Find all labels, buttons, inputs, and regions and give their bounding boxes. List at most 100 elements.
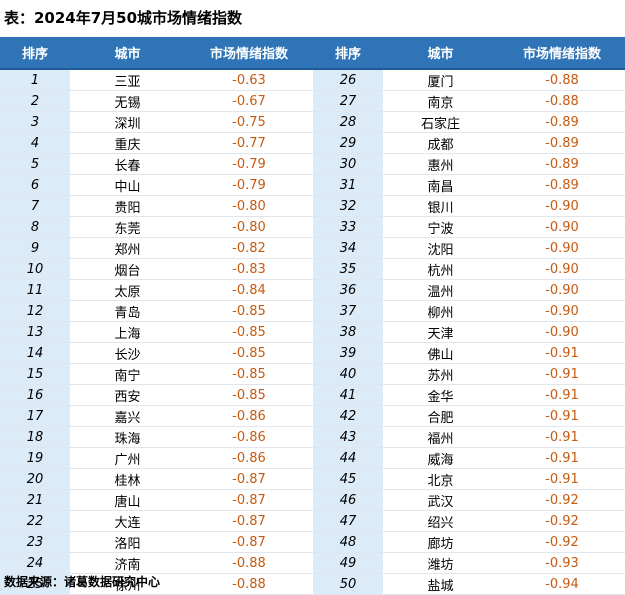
cell-city-right: 南昌 [383,174,498,196]
cell-index-left: -0.75 [185,111,313,133]
cell-rank-right: 44 [313,447,383,469]
cell-index-right: -0.91 [498,342,625,364]
cell-index-right: -0.90 [498,216,625,238]
cell-rank-left: 8 [0,216,70,238]
cell-rank-right: 27 [313,90,383,112]
table-row: 10 烟台 -0.83 35 杭州 -0.90 [0,258,625,280]
cell-city-left: 青岛 [70,300,185,322]
cell-index-right: -0.91 [498,384,625,406]
cell-city-left: 洛阳 [70,531,185,553]
data-source-note: 数据来源：诸葛数据研究中心 [4,575,161,589]
cell-city-left: 长沙 [70,342,185,364]
cell-index-left: -0.82 [185,237,313,259]
cell-index-left: -0.86 [185,426,313,448]
header-index-right: 市场情绪指数 [498,37,625,70]
cell-index-right: -0.88 [498,90,625,112]
cell-rank-left: 4 [0,132,70,154]
cell-city-left: 深圳 [70,111,185,133]
cell-index-left: -0.85 [185,363,313,385]
cell-index-right: -0.92 [498,489,625,511]
cell-index-left: -0.86 [185,405,313,427]
cell-index-right: -0.91 [498,363,625,385]
cell-rank-left: 21 [0,489,70,511]
table-row: 2 无锡 -0.67 27 南京 -0.88 [0,90,625,112]
cell-city-right: 银川 [383,195,498,217]
table-row: 11 太原 -0.84 36 温州 -0.90 [0,279,625,301]
cell-index-left: -0.85 [185,300,313,322]
cell-city-left: 济南 [70,552,185,574]
cell-rank-left: 15 [0,363,70,385]
cell-city-left: 中山 [70,174,185,196]
cell-index-left: -0.85 [185,321,313,343]
header-city-right: 城市 [383,37,498,70]
table-row: 20 桂林 -0.87 45 北京 -0.91 [0,468,625,490]
table-row: 24 济南 -0.88 49 潍坊 -0.93 [0,552,625,574]
cell-rank-left: 7 [0,195,70,217]
table-row: 7 贵阳 -0.80 32 银川 -0.90 [0,195,625,217]
cell-index-left: -0.85 [185,342,313,364]
cell-rank-left: 16 [0,384,70,406]
cell-rank-left: 3 [0,111,70,133]
cell-city-left: 大连 [70,510,185,532]
cell-rank-right: 50 [313,573,383,595]
header-rank-left: 排序 [0,37,70,70]
cell-rank-left: 14 [0,342,70,364]
table-row: 23 洛阳 -0.87 48 廊坊 -0.92 [0,531,625,553]
table-row: 21 唐山 -0.87 46 武汉 -0.92 [0,489,625,511]
cell-rank-right: 45 [313,468,383,490]
cell-index-right: -0.91 [498,468,625,490]
cell-city-right: 天津 [383,321,498,343]
cell-index-left: -0.87 [185,468,313,490]
cell-index-left: -0.84 [185,279,313,301]
cell-rank-left: 23 [0,531,70,553]
cell-index-left: -0.85 [185,384,313,406]
cell-index-left: -0.79 [185,174,313,196]
cell-rank-right: 41 [313,384,383,406]
cell-index-left: -0.87 [185,531,313,553]
cell-city-right: 惠州 [383,153,498,175]
cell-city-right: 厦门 [383,69,498,91]
cell-index-left: -0.83 [185,258,313,280]
cell-city-left: 无锡 [70,90,185,112]
cell-index-left: -0.63 [185,69,313,91]
cell-rank-left: 5 [0,153,70,175]
cell-rank-right: 35 [313,258,383,280]
cell-rank-left: 2 [0,90,70,112]
cell-rank-right: 40 [313,363,383,385]
table-row: 15 南宁 -0.85 40 苏州 -0.91 [0,363,625,385]
table-row: 13 上海 -0.85 38 天津 -0.90 [0,321,625,343]
table-title: 表：2024年7月50城市场情绪指数 [4,9,243,27]
table-row: 6 中山 -0.79 31 南昌 -0.89 [0,174,625,196]
cell-rank-left: 13 [0,321,70,343]
cell-index-left: -0.87 [185,510,313,532]
cell-index-right: -0.90 [498,237,625,259]
cell-city-left: 长春 [70,153,185,175]
cell-index-left: -0.79 [185,153,313,175]
cell-rank-right: 46 [313,489,383,511]
cell-rank-right: 48 [313,531,383,553]
cell-city-left: 贵阳 [70,195,185,217]
cell-city-left: 三亚 [70,69,185,91]
cell-rank-left: 9 [0,237,70,259]
table-row: 14 长沙 -0.85 39 佛山 -0.91 [0,342,625,364]
cell-index-left: -0.80 [185,216,313,238]
cell-city-right: 杭州 [383,258,498,280]
cell-rank-right: 26 [313,69,383,91]
cell-index-right: -0.89 [498,111,625,133]
header-city-left: 城市 [70,37,185,70]
cell-city-right: 成都 [383,132,498,154]
cell-index-right: -0.90 [498,300,625,322]
table-row: 8 东莞 -0.80 33 宁波 -0.90 [0,216,625,238]
cell-rank-right: 47 [313,510,383,532]
table-row: 5 长春 -0.79 30 惠州 -0.89 [0,153,625,175]
cell-city-left: 珠海 [70,426,185,448]
cell-index-left: -0.88 [185,552,313,574]
cell-rank-right: 39 [313,342,383,364]
cell-city-right: 绍兴 [383,510,498,532]
cell-rank-left: 19 [0,447,70,469]
table-row: 4 重庆 -0.77 29 成都 -0.89 [0,132,625,154]
cell-index-right: -0.89 [498,153,625,175]
cell-city-left: 郑州 [70,237,185,259]
cell-rank-right: 42 [313,405,383,427]
cell-city-left: 太原 [70,279,185,301]
